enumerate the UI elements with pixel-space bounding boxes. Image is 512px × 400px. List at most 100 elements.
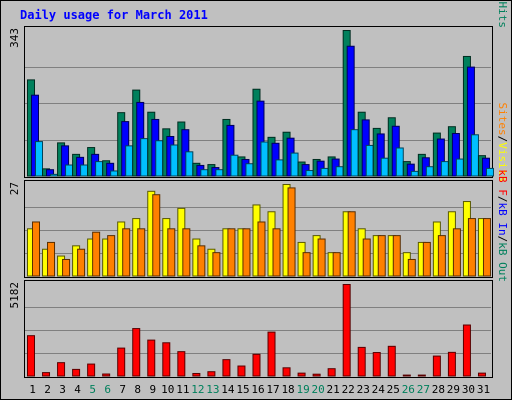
x-tick-label: 1 xyxy=(29,383,36,396)
visits-sites-bar-sites xyxy=(182,228,191,277)
hits-files-pages-bar-pages xyxy=(350,129,359,177)
kbf-kbin-kbout-bar-kb-f xyxy=(42,372,51,377)
visits-sites-bar-sites xyxy=(137,228,146,277)
x-tick-label: 23 xyxy=(357,383,370,396)
hits-files-pages-legend-item: / xyxy=(496,0,509,2)
hits-files-pages-bar-pages xyxy=(245,163,254,177)
kbf-kbin-kbout-bar-kb-f xyxy=(402,374,411,377)
kbf-kbin-kbout-legend-item: kB In xyxy=(496,203,509,236)
visits-sites-ymax-label: 27 xyxy=(8,182,21,195)
visits-sites-bar-sites xyxy=(227,228,236,277)
x-tick-label: 31 xyxy=(477,383,490,396)
kbf-kbin-kbout-legend-item: / xyxy=(496,236,509,243)
kbf-kbin-kbout-bar-kb-f xyxy=(222,359,231,377)
visits-sites-legend-item: Visits xyxy=(496,142,509,182)
x-tick-label: 13 xyxy=(206,383,219,396)
kbf-kbin-kbout-legend: kB F/kB In/kB Out xyxy=(496,169,509,282)
visits-sites-bar-sites xyxy=(122,228,131,277)
kbf-kbin-kbout-bar-kb-f xyxy=(117,347,126,377)
x-tick-label: 16 xyxy=(251,383,264,396)
x-tick-label: 26 xyxy=(402,383,415,396)
hits-files-pages-bar-pages xyxy=(50,173,59,177)
kbf-kbin-kbout-bar-kb-f xyxy=(312,373,321,377)
x-tick-label: 5 xyxy=(89,383,96,396)
kbf-kbin-kbout-bar-kb-f xyxy=(102,373,111,377)
hits-files-pages-bar-pages xyxy=(380,157,389,177)
visits-sites-bar-sites xyxy=(62,258,71,277)
kbf-kbin-kbout-bar-kb-f xyxy=(57,362,66,377)
hits-files-pages-bar-pages xyxy=(425,166,434,177)
visits-sites-bar-sites xyxy=(317,238,326,277)
kbf-kbin-kbout-bar-kb-f xyxy=(447,351,456,377)
x-tick-label: 12 xyxy=(191,383,204,396)
x-tick-label: 17 xyxy=(266,383,279,396)
x-tick-label: 20 xyxy=(312,383,325,396)
hits-files-pages-bar-pages xyxy=(170,144,179,177)
x-tick-label: 21 xyxy=(327,383,340,396)
kbf-kbin-kbout-bar-kb-f xyxy=(282,367,291,377)
hits-files-pages-bar-pages xyxy=(215,169,224,177)
visits-sites-bar-sites xyxy=(467,218,476,277)
hits-files-pages-bar-pages xyxy=(305,170,314,177)
kbf-kbin-kbout-legend-item: kB F xyxy=(496,169,509,196)
hits-files-pages-bar-pages xyxy=(365,144,374,177)
kbf-kbin-kbout-bar-kb-f xyxy=(357,346,366,377)
x-tick-label: 19 xyxy=(296,383,309,396)
visits-sites-bar-sites xyxy=(107,235,116,277)
x-tick-label: 24 xyxy=(372,383,386,396)
visits-sites-bar-sites xyxy=(362,238,371,277)
hits-files-pages-legend-item: Hits xyxy=(496,2,509,29)
x-tick-label: 18 xyxy=(281,383,294,396)
x-tick-label: 22 xyxy=(342,383,355,396)
kbf-kbin-kbout-legend-item: kB Out xyxy=(496,242,509,282)
visits-sites-bar-sites xyxy=(167,228,176,277)
visits-sites-bar-sites xyxy=(332,252,341,277)
visits-sites-bar-sites xyxy=(272,228,281,277)
x-tick-label: 28 xyxy=(432,383,445,396)
visits-sites-bar-sites xyxy=(77,248,86,277)
visits-sites-bar-sites xyxy=(407,258,416,277)
visits-sites-bar-sites xyxy=(47,241,56,277)
kbf-kbin-kbout-bar-kb-f xyxy=(297,372,306,377)
visits-sites-bar-sites xyxy=(287,187,296,277)
kbf-kbin-kbout-bar-kb-f xyxy=(327,368,336,377)
hits-files-pages-bar-pages xyxy=(275,159,284,177)
x-tick-label: 14 xyxy=(221,383,235,396)
hits-files-pages-legend: Pages/Files/Hits xyxy=(496,0,509,28)
visits-sites-bar-sites xyxy=(392,235,401,277)
hits-files-pages-bar-pages xyxy=(65,164,74,177)
x-tick-label: 15 xyxy=(236,383,249,396)
x-tick-label: 27 xyxy=(417,383,430,396)
visits-sites-bar-sites xyxy=(197,245,206,277)
kbf-kbin-kbout-bar-kb-f xyxy=(132,328,141,377)
kbf-kbin-kbout-bar-kb-f xyxy=(432,355,441,377)
hits-files-pages-bar-pages xyxy=(155,140,164,177)
hits-files-pages-bar-pages xyxy=(395,147,404,177)
hits-files-pages-bar-pages xyxy=(140,138,149,177)
chart-title: Daily usage for March 2011 xyxy=(20,8,208,22)
hits-files-pages-bar-pages xyxy=(440,161,449,177)
visits-sites-bar-sites xyxy=(347,211,356,277)
hits-files-pages-bar-pages xyxy=(110,170,119,177)
visits-sites-legend-item: Sites xyxy=(496,103,509,136)
x-tick-label: 25 xyxy=(387,383,400,396)
x-tick-label: 3 xyxy=(59,383,66,396)
hits-files-pages-bar-pages xyxy=(230,154,239,177)
kbf-kbin-kbout-bar-kb-f xyxy=(147,339,156,377)
visits-sites-bar-sites xyxy=(302,252,311,277)
visits-sites-bar-sites xyxy=(452,228,461,277)
hits-files-pages-bar-pages xyxy=(320,167,329,177)
x-tick-label: 7 xyxy=(119,383,126,396)
kbf-kbin-kbout-bar-kb-f xyxy=(192,372,201,377)
kbf-kbin-kbout-legend-item: / xyxy=(496,196,509,203)
kbf-kbin-kbout-bar-kb-f xyxy=(267,331,276,377)
hits-files-pages-bar-pages xyxy=(485,167,494,177)
kbf-kbin-kbout-bar-kb-f xyxy=(462,324,471,377)
visits-sites-bar-sites xyxy=(32,221,40,277)
x-tick-label: 6 xyxy=(104,383,111,396)
kbf-kbin-kbout-bar-kb-f xyxy=(372,352,381,377)
kbf-kbin-kbout-bar-kb-f xyxy=(207,371,216,377)
hits-files-pages-bar-pages xyxy=(470,134,479,177)
